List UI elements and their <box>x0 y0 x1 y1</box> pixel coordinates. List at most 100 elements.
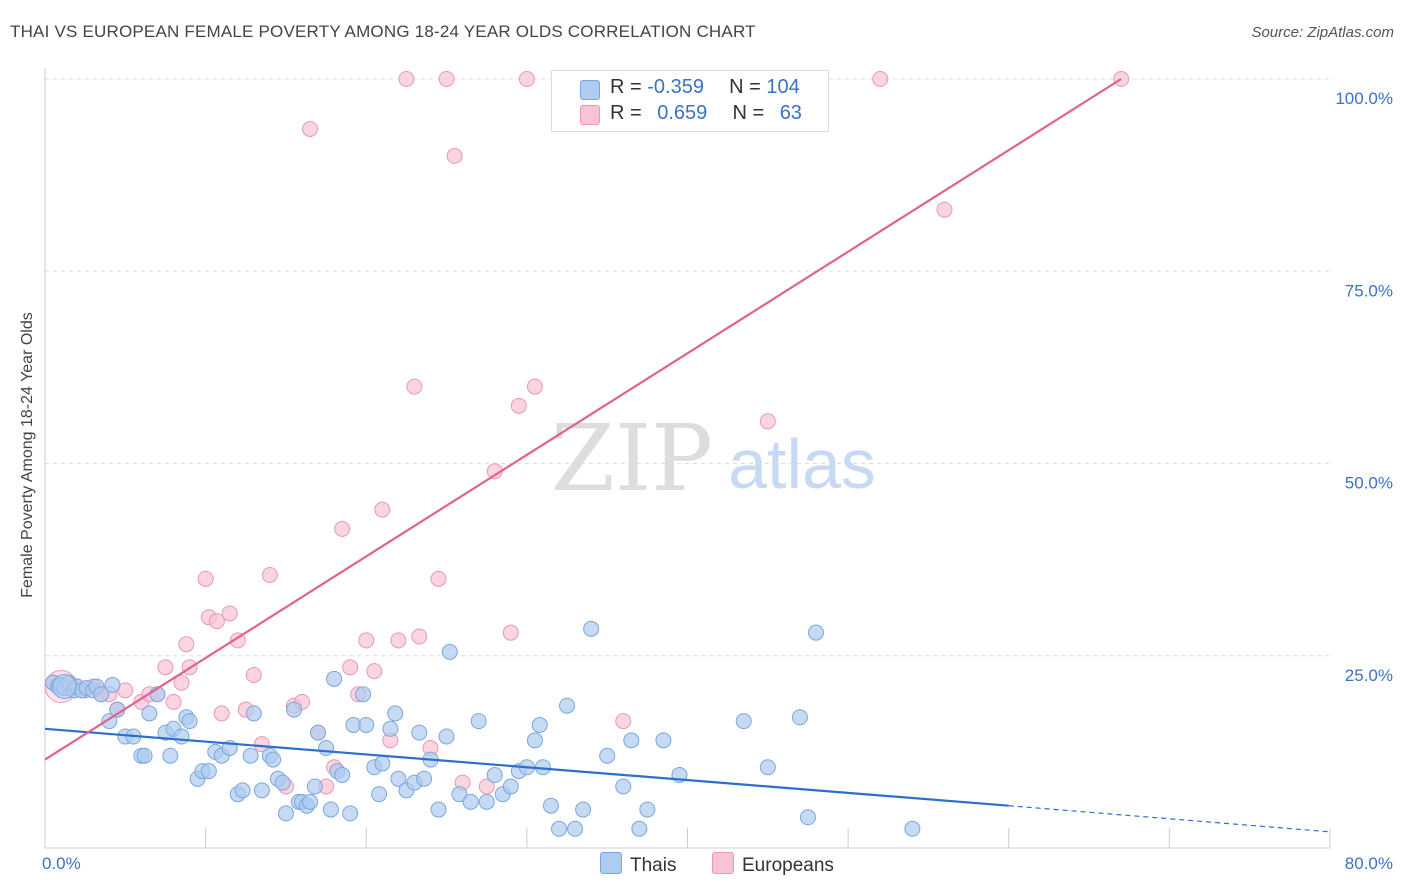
thais-point <box>93 686 110 703</box>
legend-label-europeans: Europeans <box>742 855 834 876</box>
europeans-point <box>936 201 953 218</box>
legend-item-europeans[interactable]: Europeans <box>712 852 834 877</box>
thais-point <box>531 716 548 733</box>
thais-point <box>526 732 543 749</box>
thais-point <box>253 782 270 799</box>
y-tick-label: 50.0% <box>1345 474 1393 493</box>
thais-point <box>382 720 399 737</box>
thais-point <box>245 705 262 722</box>
thais-point <box>583 620 600 637</box>
y-tick-label: 100.0% <box>1335 89 1393 108</box>
thais-point <box>306 778 323 795</box>
europeans-point <box>374 501 391 518</box>
y-tick-label: 25.0% <box>1345 666 1393 685</box>
europeans-point <box>518 71 535 87</box>
europeans-point <box>358 632 375 649</box>
thais-point <box>387 705 404 722</box>
legend-r-label: R = <box>610 102 648 124</box>
thais-point <box>615 778 632 795</box>
legend-r-value: -0.359 <box>647 76 704 98</box>
thais-point <box>302 793 319 810</box>
thais-point <box>486 766 503 783</box>
thais-point <box>136 747 153 764</box>
legend-swatch-europeans <box>580 105 600 125</box>
thais-point <box>631 820 648 837</box>
watermark-zip: ZIP <box>551 405 713 512</box>
legend-swatch-thais <box>580 80 600 100</box>
thais-point <box>181 713 198 730</box>
thais-point <box>451 786 468 803</box>
trend-lines <box>44 78 1331 833</box>
legend-n-value: 104 <box>766 76 800 98</box>
thais-point <box>502 778 519 795</box>
thais-point <box>799 809 816 826</box>
thais-point <box>599 747 616 764</box>
thais-point <box>234 782 251 799</box>
legend-r-label: R = <box>610 76 648 98</box>
axis-layer <box>44 68 1331 849</box>
thais-point <box>904 820 921 837</box>
tick-labels: 25.0% 50.0% 75.0% 100.0% 0.0% 80.0% <box>42 89 1393 873</box>
thais-point <box>274 774 291 791</box>
x-tick-label: 0.0% <box>42 854 81 873</box>
europeans-point <box>178 636 195 653</box>
source-credit: Source: ZipAtlas.com <box>1251 24 1394 41</box>
thais-point <box>559 697 576 714</box>
thais-point <box>639 801 656 818</box>
europeans-point <box>253 736 270 753</box>
europeans-point <box>342 659 359 676</box>
thais-point <box>334 766 351 783</box>
watermark: ZIP atlas <box>551 405 876 512</box>
europeans-point <box>213 705 230 722</box>
legend-row-thais: R = -0.359 N = 104 <box>610 76 800 98</box>
europeans-point <box>406 378 423 395</box>
thais-point <box>411 724 428 741</box>
thais-point <box>318 740 335 757</box>
europeans-point <box>615 713 632 730</box>
thais-point <box>355 686 372 703</box>
thais-point <box>173 728 190 745</box>
stats-legend: R = -0.359 N = 104 R = 0.659 N = 63 <box>551 70 829 132</box>
thais-point <box>374 755 391 772</box>
thais-point <box>575 801 592 818</box>
europeans-point <box>430 570 447 587</box>
thais-points <box>45 620 921 837</box>
legend-swatch-thais <box>600 852 622 874</box>
europeans-point <box>438 71 455 87</box>
legend-label-thais: Thais <box>630 855 677 876</box>
legend-n-label: N = <box>729 76 767 98</box>
thais-point <box>623 732 640 749</box>
legend-item-thais[interactable]: Thais <box>600 852 676 877</box>
thais-point <box>759 759 776 776</box>
grid-layer <box>45 78 1330 657</box>
legend-r-value: 0.659 <box>657 102 708 124</box>
thais-trend-extension <box>1008 805 1331 833</box>
thais-point <box>470 713 487 730</box>
europeans-trend-line <box>44 78 1122 761</box>
europeans-point <box>446 147 463 164</box>
thais-point <box>326 670 343 687</box>
thais-point <box>735 713 752 730</box>
europeans-point <box>398 71 415 87</box>
thais-trend-line <box>44 727 1009 807</box>
thais-point <box>655 732 672 749</box>
thais-point <box>342 805 359 822</box>
europeans-point <box>502 624 519 641</box>
thais-cluster-point <box>51 674 77 700</box>
thais-point <box>162 747 179 764</box>
europeans-point <box>245 666 262 683</box>
europeans-point <box>208 613 225 630</box>
thais-point <box>371 786 388 803</box>
thais-point <box>551 820 567 837</box>
x-tick-label: 80.0% <box>1345 854 1393 873</box>
europeans-point <box>173 674 190 691</box>
thais-point <box>310 724 327 741</box>
thais-point <box>390 770 407 787</box>
thais-point <box>322 801 339 818</box>
thais-point <box>277 805 294 822</box>
europeans-point <box>510 397 527 414</box>
legend-swatch-europeans <box>712 852 734 874</box>
europeans-point <box>366 663 383 680</box>
europeans-point <box>261 567 278 584</box>
thais-point <box>358 716 375 733</box>
